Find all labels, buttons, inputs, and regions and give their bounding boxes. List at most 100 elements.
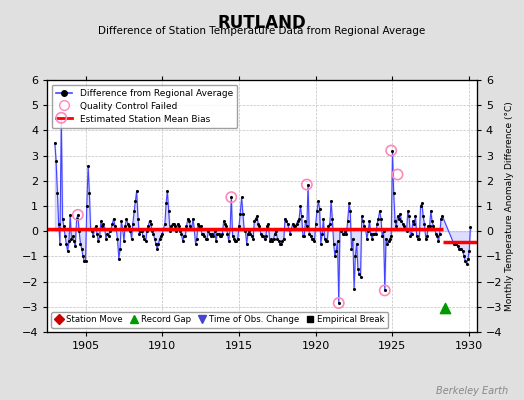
Point (456, 246, 464, 252)
Point (235, 223, 243, 229)
Point (170, 220, 178, 227)
Point (208, 230, 216, 237)
Point (303, 223, 311, 229)
Point (343, 218, 352, 224)
Point (189, 215, 197, 222)
Point (301, 218, 310, 224)
Point (166, 228, 174, 234)
Point (273, 236, 281, 242)
Point (331, 253, 339, 260)
Point (71, 243, 80, 250)
Point (66, 212, 74, 218)
Point (220, 218, 228, 224)
Point (394, 213, 402, 219)
Point (395, 215, 403, 222)
Text: RUTLAND: RUTLAND (217, 14, 307, 32)
Point (295, 215, 303, 222)
Point (281, 215, 289, 222)
Point (291, 223, 300, 229)
Point (203, 236, 211, 242)
Point (241, 228, 249, 234)
Point (409, 218, 417, 224)
Point (429, 223, 438, 229)
Point (80, 258, 89, 265)
Point (212, 238, 220, 244)
Point (452, 240, 461, 247)
Point (303, 181, 311, 188)
Legend: Station Move, Record Gap, Time of Obs. Change, Empirical Break: Station Move, Record Gap, Time of Obs. C… (51, 312, 388, 328)
Point (174, 223, 183, 229)
Point (396, 210, 405, 217)
Point (346, 208, 354, 214)
Point (111, 223, 119, 229)
Point (382, 236, 390, 242)
Point (438, 213, 446, 219)
Point (165, 208, 173, 214)
Point (151, 240, 160, 247)
Point (147, 220, 155, 227)
Point (418, 200, 426, 207)
Point (282, 218, 290, 224)
Point (451, 240, 459, 247)
Point (205, 230, 214, 237)
Point (308, 236, 316, 242)
Point (337, 228, 345, 234)
Point (104, 233, 113, 240)
Point (184, 215, 192, 222)
Point (423, 233, 431, 240)
Point (406, 233, 414, 240)
Point (94, 238, 103, 244)
Point (173, 220, 182, 227)
Point (84, 162, 92, 169)
Point (153, 246, 161, 252)
Point (227, 194, 235, 200)
Point (193, 236, 201, 242)
Point (332, 248, 340, 254)
Point (455, 246, 463, 252)
Point (298, 213, 306, 219)
Point (191, 240, 200, 247)
Point (198, 230, 206, 237)
Point (179, 238, 187, 244)
Point (158, 230, 167, 237)
Point (72, 215, 81, 222)
Point (96, 218, 105, 224)
Point (323, 238, 331, 244)
Point (414, 236, 422, 242)
Point (102, 236, 110, 242)
Point (387, 147, 396, 154)
Point (81, 258, 90, 265)
Point (78, 246, 86, 252)
Point (364, 228, 373, 234)
Point (401, 226, 409, 232)
Point (95, 233, 104, 240)
Point (234, 236, 242, 242)
Point (341, 228, 350, 234)
Point (441, 305, 449, 311)
Point (221, 220, 229, 227)
Point (99, 220, 107, 227)
Point (305, 230, 313, 237)
Point (411, 213, 420, 219)
Point (119, 238, 128, 244)
Point (250, 218, 258, 224)
Point (403, 208, 412, 214)
Point (399, 220, 407, 227)
Point (425, 223, 434, 229)
Point (185, 218, 193, 224)
Point (357, 213, 366, 219)
Point (257, 230, 265, 237)
Point (255, 223, 264, 229)
Point (293, 218, 302, 224)
Point (246, 230, 255, 237)
Point (171, 223, 179, 229)
Point (243, 240, 251, 247)
Point (421, 236, 430, 242)
Point (224, 238, 233, 244)
Point (116, 246, 124, 252)
Point (458, 248, 467, 254)
Point (126, 228, 135, 234)
Point (181, 233, 190, 240)
Point (355, 271, 363, 277)
Point (460, 253, 468, 260)
